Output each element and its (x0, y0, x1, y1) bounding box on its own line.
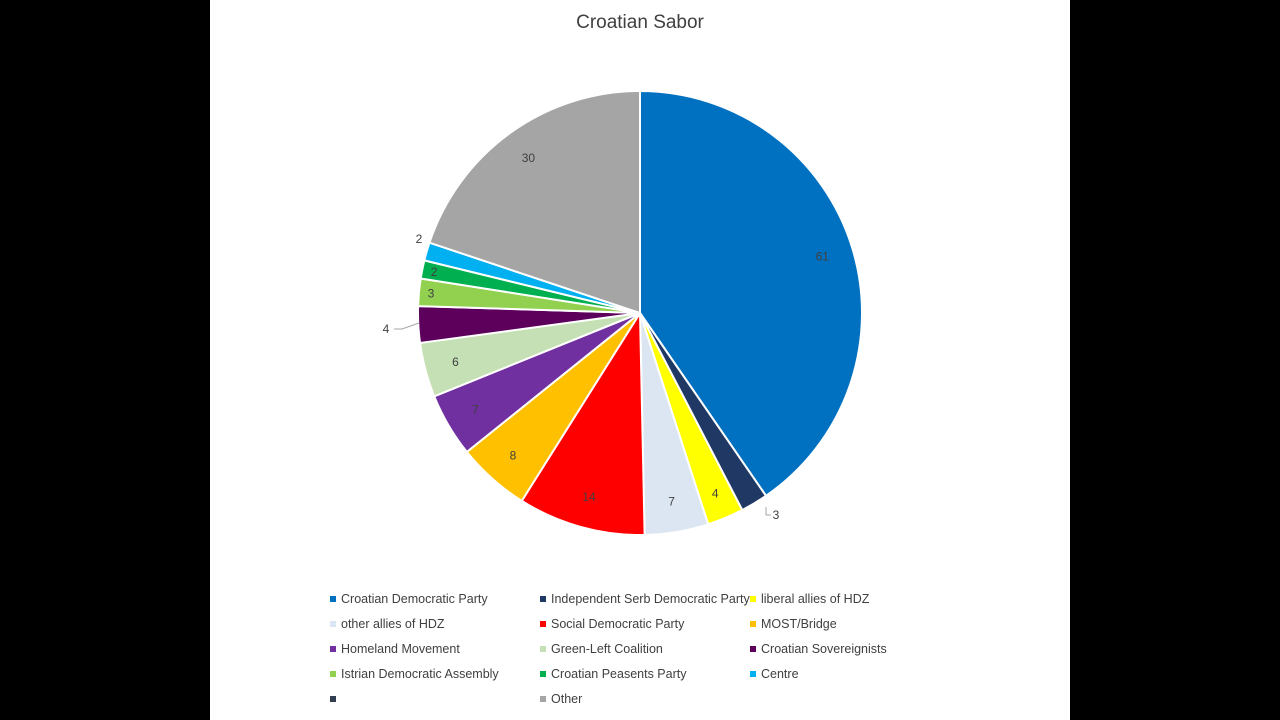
chart-slide: Croatian Sabor 61 3 4 7 14 8 7 6 4 3 2 2 30 Croatian… (210, 0, 1070, 720)
legend-item: Homeland Movement (330, 641, 460, 657)
legend-label: other allies of HDZ (341, 617, 445, 631)
legend-item: liberal allies of HDZ (750, 591, 869, 607)
legend-label: Other (551, 692, 583, 706)
legend-item: MOST/Bridge (750, 616, 837, 632)
legend-item: Green-Left Coalition (540, 641, 663, 657)
legend-label: Croatian Sovereignists (761, 642, 887, 656)
legend-swatch (540, 645, 546, 652)
legend-swatch (330, 595, 336, 602)
legend-swatch (540, 670, 546, 677)
data-label: 30 (522, 151, 536, 165)
data-label: 2 (416, 232, 423, 246)
legend-swatch (750, 620, 756, 627)
legend-label: Centre (761, 667, 799, 681)
legend-label: MOST/Bridge (761, 617, 837, 631)
legend-label: Social Democratic Party (551, 617, 685, 631)
legend-swatch (750, 670, 756, 677)
legend-item (330, 691, 341, 707)
data-label: 61 (816, 249, 830, 263)
data-label: 7 (472, 403, 479, 417)
legend-swatch (330, 645, 336, 652)
legend-item: Independent Serb Democratic Party (540, 591, 750, 607)
data-label: 8 (510, 448, 517, 462)
legend-swatch (750, 645, 756, 652)
legend-swatch (540, 620, 546, 627)
data-label: 4 (712, 486, 719, 500)
legend-item: Centre (750, 666, 799, 682)
legend-item: other allies of HDZ (330, 616, 445, 632)
data-label: 7 (668, 494, 675, 508)
data-label: 14 (582, 490, 596, 504)
legend-label: Independent Serb Democratic Party (551, 592, 750, 606)
legend-label: Croatian Peasents Party (551, 667, 687, 681)
legend-swatch (750, 595, 756, 602)
data-label: 3 (773, 508, 780, 522)
legend-item: Social Democratic Party (540, 616, 684, 632)
legend-swatch (330, 695, 336, 702)
legend-item: Croatian Peasents Party (540, 666, 687, 682)
data-label: 3 (428, 286, 435, 300)
legend-item: Croatian Democratic Party (330, 591, 488, 607)
legend-label: Croatian Democratic Party (341, 592, 488, 606)
legend-swatch (540, 595, 546, 602)
legend-swatch (330, 620, 336, 627)
data-label: 2 (431, 265, 438, 279)
pie-slice (428, 89, 641, 315)
legend-label: Homeland Movement (341, 642, 460, 656)
legend-label: liberal allies of HDZ (761, 592, 870, 606)
pie-slice (520, 309, 646, 536)
legend-item: Croatian Sovereignists (750, 641, 887, 657)
chart-title: Croatian Sabor (576, 12, 704, 33)
legend-swatch (540, 695, 546, 702)
legend-item: Other (540, 691, 582, 707)
data-label: 4 (383, 322, 390, 336)
legend-label: Istrian Democratic Assembly (341, 667, 499, 681)
data-label: 6 (452, 355, 459, 369)
legend-label: Green-Left Coalition (551, 642, 663, 656)
legend-item: Istrian Democratic Assembly (330, 666, 499, 682)
legend-swatch (330, 670, 336, 677)
pie-slice (639, 89, 863, 498)
